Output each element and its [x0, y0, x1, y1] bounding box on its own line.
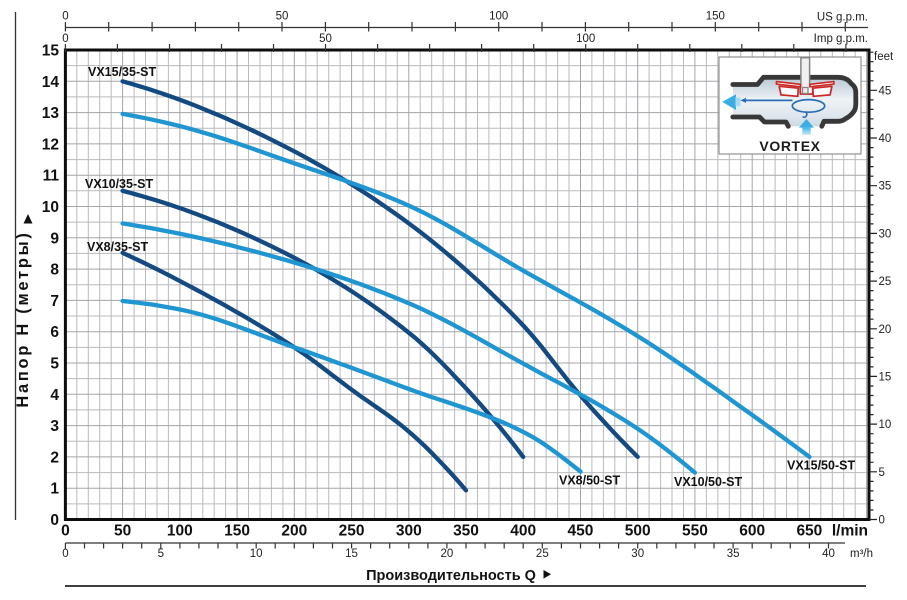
svg-text:VX8/50-ST: VX8/50-ST	[559, 474, 621, 488]
svg-text:5: 5	[879, 467, 885, 479]
svg-text:150: 150	[224, 523, 250, 540]
svg-text:0: 0	[62, 548, 68, 560]
svg-text:Напор H (метры): Напор H (метры)	[14, 230, 32, 407]
svg-text:0: 0	[50, 512, 59, 529]
svg-text:400: 400	[510, 523, 536, 540]
svg-text:VX10/50-ST: VX10/50-ST	[674, 475, 742, 489]
svg-text:450: 450	[568, 523, 594, 540]
svg-text:VX8/35-ST: VX8/35-ST	[87, 240, 149, 254]
svg-text:3: 3	[50, 418, 59, 435]
svg-text:10: 10	[42, 199, 59, 216]
svg-text:50: 50	[276, 11, 289, 23]
svg-text:9: 9	[50, 230, 59, 247]
svg-text:VX15/35-ST: VX15/35-ST	[88, 65, 156, 79]
svg-text:4: 4	[50, 387, 59, 404]
svg-text:25: 25	[536, 548, 549, 560]
svg-text:30: 30	[631, 548, 644, 560]
svg-text:5: 5	[50, 356, 59, 373]
svg-text:50: 50	[319, 33, 332, 45]
svg-text:2: 2	[50, 449, 59, 466]
svg-text:feet: feet	[874, 51, 894, 63]
svg-text:13: 13	[42, 105, 60, 122]
svg-text:50: 50	[114, 523, 131, 540]
svg-text:1: 1	[50, 481, 59, 498]
svg-text:35: 35	[727, 548, 740, 560]
svg-text:40: 40	[822, 548, 835, 560]
svg-text:650: 650	[796, 523, 822, 540]
svg-text:Imp g.p.m.: Imp g.p.m.	[814, 33, 868, 45]
svg-text:0: 0	[61, 523, 70, 540]
svg-text:VX10/35-ST: VX10/35-ST	[85, 177, 153, 191]
svg-text:6: 6	[50, 324, 59, 341]
svg-text:15: 15	[879, 371, 892, 383]
svg-text:550: 550	[682, 523, 708, 540]
svg-text:100: 100	[489, 11, 508, 23]
svg-text:30: 30	[879, 228, 892, 240]
svg-text:35: 35	[879, 181, 892, 193]
svg-text:100: 100	[167, 523, 193, 540]
svg-text:25: 25	[879, 276, 892, 288]
svg-text:15: 15	[42, 43, 60, 60]
svg-text:US g.p.m.: US g.p.m.	[817, 12, 868, 24]
svg-text:350: 350	[453, 523, 479, 540]
svg-text:20: 20	[879, 324, 892, 336]
svg-text:100: 100	[576, 33, 595, 45]
svg-text:VX15/50-ST: VX15/50-ST	[787, 459, 855, 473]
svg-text:12: 12	[42, 136, 59, 153]
svg-text:Производительность Q: Производительность Q	[366, 568, 536, 584]
svg-text:500: 500	[625, 523, 651, 540]
svg-text:600: 600	[739, 523, 765, 540]
svg-text:15: 15	[345, 548, 358, 560]
svg-text:10: 10	[879, 419, 892, 431]
svg-text:10: 10	[250, 548, 263, 560]
svg-text:11: 11	[43, 168, 60, 185]
svg-text:8: 8	[50, 262, 59, 279]
svg-text:14: 14	[42, 74, 60, 91]
svg-text:300: 300	[396, 523, 422, 540]
svg-text:200: 200	[281, 523, 307, 540]
svg-text:m³/h: m³/h	[850, 548, 873, 560]
svg-text:VORTEX: VORTEX	[759, 138, 820, 154]
svg-text:45: 45	[879, 85, 892, 97]
svg-text:0: 0	[62, 11, 68, 23]
svg-text:250: 250	[339, 523, 365, 540]
svg-text:5: 5	[158, 548, 164, 560]
svg-text:40: 40	[879, 133, 892, 145]
svg-text:l/min: l/min	[832, 523, 868, 540]
svg-text:0: 0	[62, 33, 68, 45]
svg-text:20: 20	[441, 548, 454, 560]
svg-text:150: 150	[706, 11, 725, 23]
svg-text:0: 0	[879, 515, 885, 527]
svg-text:7: 7	[50, 293, 59, 310]
